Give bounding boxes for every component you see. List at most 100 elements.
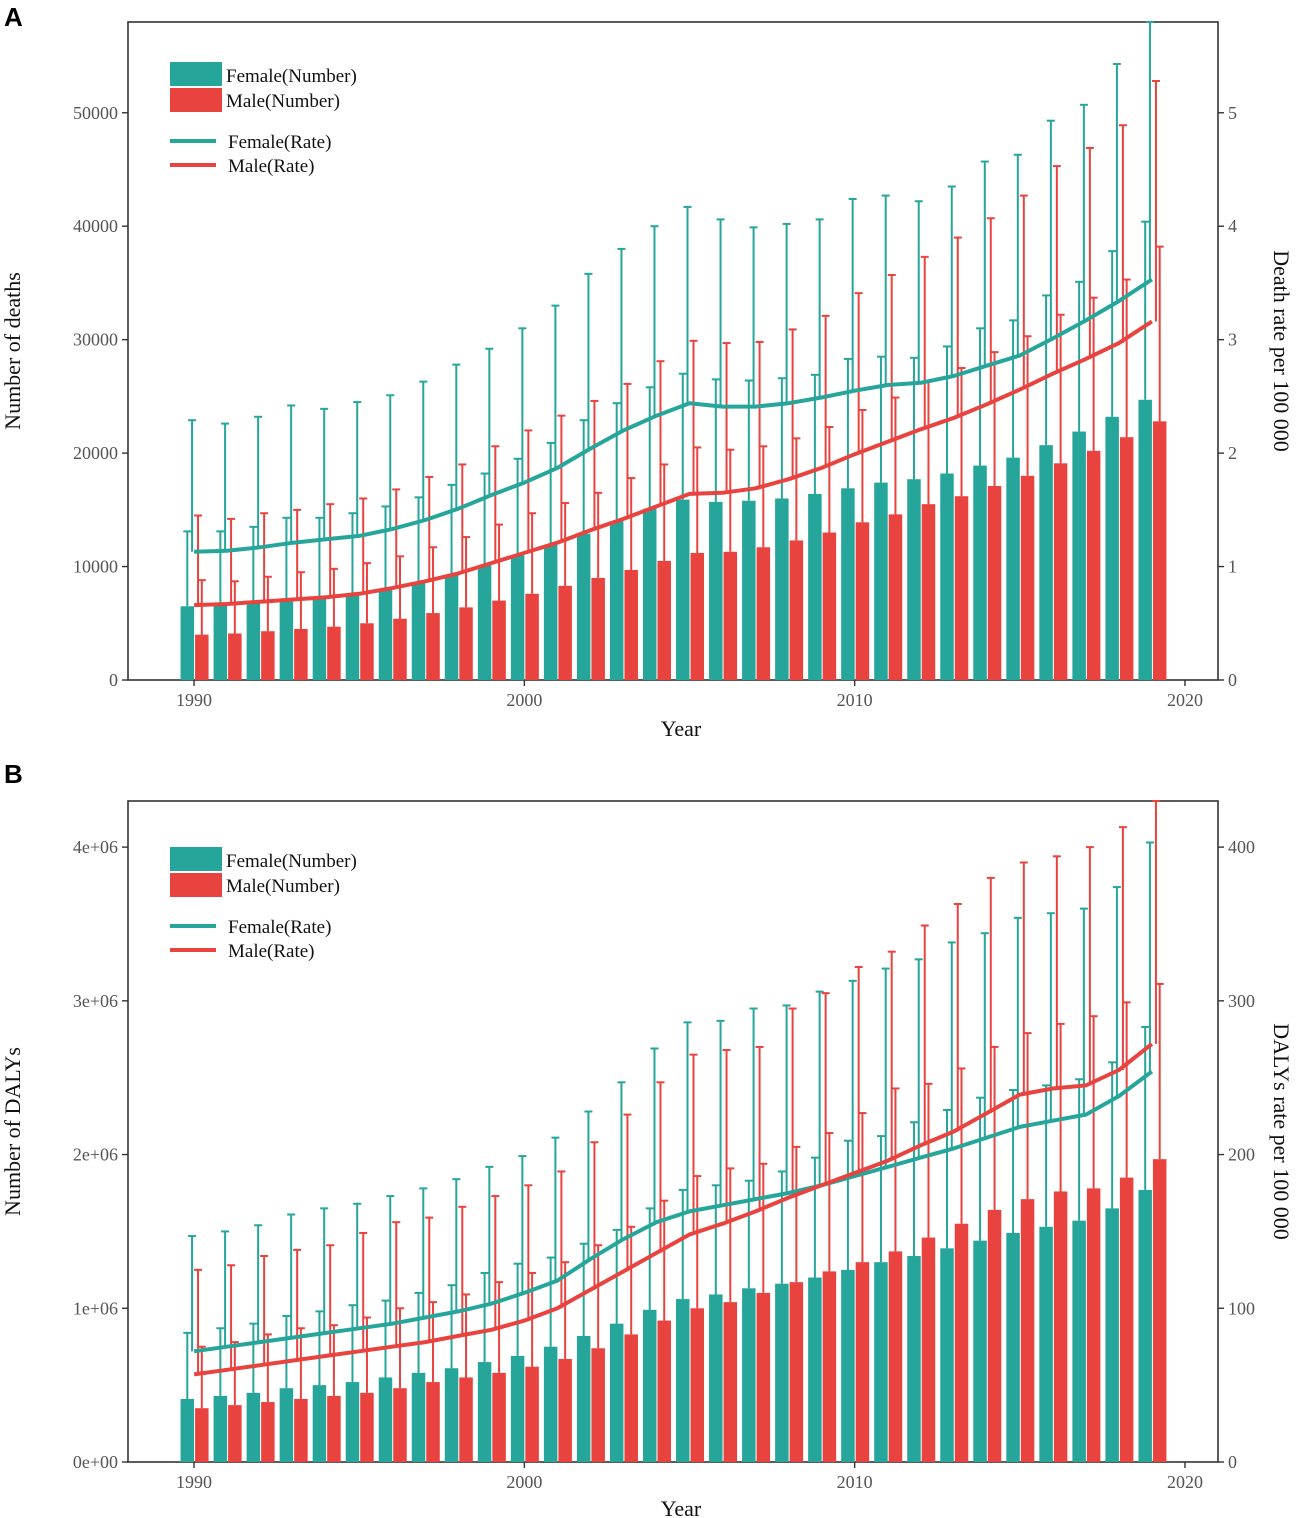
- bar-male: [1119, 437, 1134, 680]
- y-tick-label: 0: [109, 670, 118, 690]
- bar-female: [444, 1368, 459, 1462]
- bar-male: [393, 1388, 407, 1462]
- bar-female: [1006, 457, 1020, 680]
- bar-female: [345, 1382, 360, 1462]
- bar-female: [543, 544, 558, 680]
- x-axis-title: Year: [661, 1496, 702, 1518]
- bar-male: [657, 560, 671, 680]
- legend-label-female-rate: Female(Rate): [228, 917, 331, 938]
- bar-female: [1039, 445, 1053, 680]
- x-tick-label: 1990: [176, 1472, 212, 1492]
- x-tick-label: 2010: [837, 1472, 873, 1492]
- x-tick-label: 2000: [506, 1472, 542, 1492]
- bar-male: [1152, 421, 1167, 680]
- bar-male: [1119, 1177, 1134, 1462]
- y2-tick-label: 1: [1228, 557, 1237, 577]
- bar-female: [576, 533, 591, 680]
- bar-female: [246, 1392, 261, 1462]
- bar-female: [808, 1277, 822, 1462]
- y2-tick-label: 2: [1228, 443, 1237, 463]
- bar-female: [543, 1346, 558, 1462]
- bar-female: [907, 479, 921, 680]
- bar-female: [312, 598, 327, 680]
- bar-male: [360, 1392, 374, 1462]
- y2-axis-title: DALYs rate per 100 000: [1269, 1023, 1294, 1240]
- bar-female: [642, 1309, 657, 1462]
- legend-label-male-number: Male(Number): [226, 876, 340, 897]
- bar-female: [609, 521, 624, 680]
- bar-male: [822, 1271, 837, 1462]
- x-tick-label: 1990: [176, 690, 212, 710]
- bar-male: [393, 618, 407, 680]
- bar-female: [180, 1398, 195, 1462]
- bar-male: [558, 585, 572, 680]
- bar-female: [841, 488, 855, 680]
- bar-male: [987, 1209, 1002, 1462]
- bar-female: [1072, 431, 1086, 680]
- bar-female: [808, 493, 822, 680]
- bar-female: [411, 1372, 426, 1462]
- bar-female: [973, 1240, 987, 1462]
- bar-male: [459, 1377, 473, 1462]
- bar-male: [921, 1237, 936, 1462]
- bar-female: [1006, 1232, 1020, 1462]
- bar-male: [558, 1359, 572, 1462]
- bar-female: [907, 1256, 921, 1462]
- legend-swatch-female-number: [170, 847, 222, 871]
- y2-tick-label: 3: [1228, 330, 1237, 350]
- bar-male: [294, 1398, 308, 1462]
- bar-female: [477, 565, 492, 680]
- bar-male: [228, 1405, 242, 1462]
- legend: Female(Number) Male(Number) Female(Rate) Ma…: [170, 847, 357, 962]
- bar-male: [855, 1262, 870, 1462]
- bar-male: [261, 631, 275, 680]
- y-tick-label: 10000: [73, 557, 118, 577]
- bar-female: [742, 500, 756, 680]
- bar-male: [426, 1382, 440, 1462]
- bar-female: [246, 602, 261, 680]
- bar-male: [1020, 475, 1035, 680]
- bar-male: [921, 504, 936, 680]
- legend-label-female-number: Female(Number): [226, 851, 357, 872]
- bar-male: [1020, 1199, 1035, 1462]
- y2-tick-label: 200: [1228, 1145, 1255, 1165]
- bar-female: [510, 555, 525, 680]
- bar-female: [973, 465, 987, 680]
- y-tick-label: 30000: [73, 330, 118, 350]
- bar-female: [1105, 416, 1119, 680]
- bar-male: [723, 1302, 738, 1462]
- y-tick-label: 4e+06: [73, 837, 118, 857]
- y2-tick-label: 0: [1228, 1452, 1237, 1472]
- bar-male: [1086, 1188, 1101, 1462]
- panel-b: B 0e+00 1e+06 2e+06 3e+06 4e+06 0 100 200 300 400 1…: [0, 759, 1294, 1518]
- y-tick-label: 1e+06: [73, 1298, 118, 1318]
- y2-tick-label: 400: [1228, 837, 1255, 857]
- bar-male: [294, 628, 308, 680]
- bar-male: [426, 613, 440, 680]
- plot-frame: [127, 21, 1219, 681]
- bar-female: [841, 1269, 855, 1462]
- line-male-rate: [193, 1042, 1154, 1377]
- bar-female: [1072, 1220, 1086, 1462]
- bar-female: [345, 593, 360, 680]
- bar-male: [327, 626, 341, 680]
- legend-label-male-number: Male(Number): [226, 91, 340, 112]
- y2-tick-label: 0: [1228, 670, 1237, 690]
- bar-male: [1086, 450, 1101, 680]
- bar-male: [888, 514, 903, 680]
- line-male-rate: [194, 319, 1153, 608]
- bar-male: [756, 1292, 771, 1462]
- bar-female: [676, 1299, 690, 1462]
- bar-female: [874, 1262, 888, 1462]
- y2-tick-label: 5: [1228, 103, 1237, 123]
- bar-male: [525, 593, 539, 680]
- bar-female: [378, 589, 393, 680]
- bar-female: [576, 1335, 591, 1462]
- bar-female: [279, 1388, 294, 1462]
- bar-male: [723, 551, 738, 680]
- bar-female: [279, 600, 294, 680]
- y2-tick-label: 100: [1228, 1298, 1255, 1318]
- y-axis-title: Number of deaths: [0, 272, 25, 430]
- bar-male: [789, 540, 804, 680]
